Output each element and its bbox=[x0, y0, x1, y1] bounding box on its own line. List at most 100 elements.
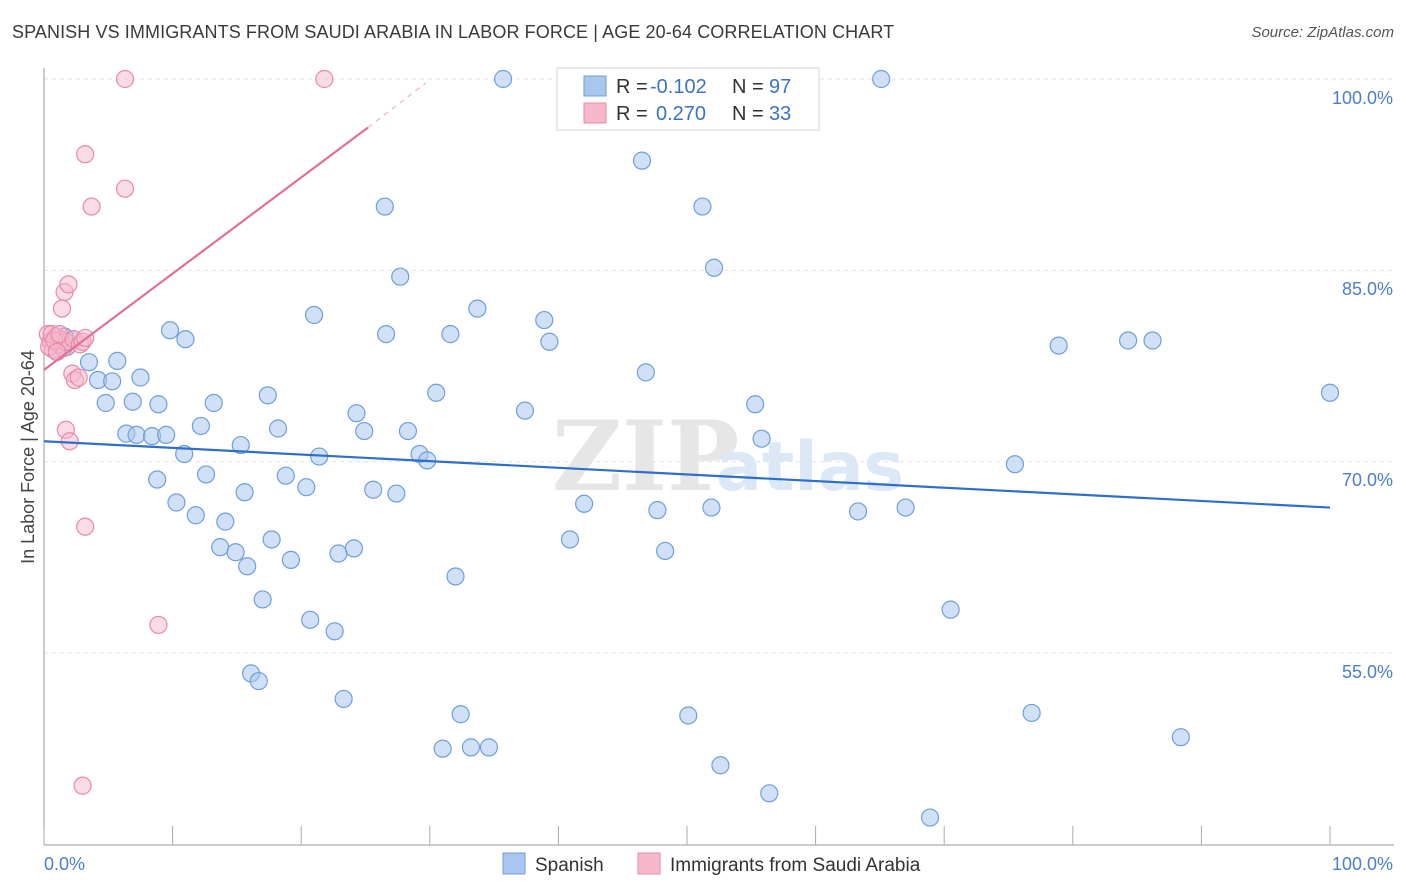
spanish-point-61 bbox=[468, 299, 487, 318]
spanish-point-70 bbox=[575, 494, 594, 513]
spanish-point-47 bbox=[347, 404, 366, 423]
spanish-point-6 bbox=[108, 351, 127, 370]
spanish-point-16 bbox=[160, 321, 180, 340]
saudi-point-29 bbox=[315, 69, 334, 89]
spanish-point-72 bbox=[632, 151, 652, 170]
spanish-point-9 bbox=[123, 392, 142, 411]
legend-r-label-spanish: R = bbox=[616, 76, 648, 98]
spanish-point-79 bbox=[704, 258, 724, 277]
spanish-point-21 bbox=[191, 416, 210, 436]
spanish-point-46 bbox=[344, 539, 364, 558]
legend-n-label-spanish: N = bbox=[732, 76, 764, 98]
spanish-point-75 bbox=[656, 541, 675, 561]
spanish-point-64 bbox=[494, 69, 513, 89]
legend-r-value-spanish: -0.102 bbox=[650, 76, 707, 98]
saudi-point-19 bbox=[59, 275, 78, 294]
spanish-point-94 bbox=[1171, 728, 1190, 747]
correlation-legend: R = -0.102 N = 97 R = 0.270 N = 33 bbox=[556, 67, 820, 131]
spanish-point-84 bbox=[848, 502, 868, 521]
y-tick-label-70: 70.0% bbox=[1342, 470, 1393, 490]
spanish-point-37 bbox=[297, 478, 316, 497]
spanish-point-89 bbox=[1005, 455, 1025, 474]
spanish-point-31 bbox=[258, 386, 277, 405]
spanish-point-57 bbox=[427, 383, 446, 402]
y-tick-label-100: 100.0% bbox=[1332, 88, 1393, 108]
spanish-point-59 bbox=[446, 567, 465, 586]
spanish-point-90 bbox=[1022, 703, 1041, 723]
legend-n-value-spanish: 97 bbox=[769, 76, 791, 98]
source-credit: Source: ZipAtlas.com bbox=[1251, 24, 1394, 41]
spanish-point-91 bbox=[1049, 336, 1068, 355]
spanish-point-43 bbox=[334, 689, 353, 709]
spanish-point-88 bbox=[941, 600, 960, 619]
spanish-point-34 bbox=[276, 466, 295, 485]
series-legend: Spanish Immigrants from Saudi Arabia bbox=[502, 852, 921, 876]
spanish-point-85 bbox=[872, 69, 891, 89]
spanish-point-74 bbox=[648, 501, 667, 520]
spanish-point-35 bbox=[281, 550, 301, 569]
spanish-point-26 bbox=[211, 538, 230, 557]
bottom-legend-swatch-saudi bbox=[637, 852, 661, 875]
spanish-point-41 bbox=[325, 622, 344, 641]
spanish-point-4 bbox=[79, 353, 99, 372]
spanish-point-51 bbox=[375, 197, 394, 216]
legend-swatch-saudi bbox=[583, 102, 607, 124]
saudi-point-22 bbox=[69, 368, 88, 387]
spanish-point-39 bbox=[304, 305, 324, 325]
saudi-point-11 bbox=[47, 342, 66, 362]
spanish-point-30 bbox=[238, 557, 257, 576]
spanish-point-48 bbox=[355, 421, 374, 441]
y-tick-label-55: 55.0% bbox=[1342, 662, 1393, 682]
spanish-point-65 bbox=[433, 739, 452, 758]
legend-r-label-saudi: R = bbox=[616, 103, 648, 125]
spanish-point-63 bbox=[479, 738, 499, 757]
spanish-point-66 bbox=[515, 401, 535, 420]
spanish-point-25 bbox=[216, 512, 235, 531]
spanish-point-27 bbox=[231, 435, 250, 455]
saudi-point-25 bbox=[76, 145, 95, 164]
spanish-point-19 bbox=[167, 493, 186, 512]
saudi-point-28 bbox=[115, 179, 135, 198]
spanish-point-78 bbox=[702, 498, 721, 517]
spanish-point-86 bbox=[896, 498, 915, 517]
spanish-point-67 bbox=[535, 310, 554, 330]
spanish-point-52 bbox=[391, 267, 410, 286]
spanish-point-8 bbox=[103, 372, 122, 391]
bottom-legend-label-spanish: Spanish bbox=[535, 855, 604, 876]
spanish-point-28 bbox=[235, 483, 254, 502]
spanish-point-69 bbox=[560, 530, 580, 549]
saudi-point-27 bbox=[115, 69, 135, 89]
spanish-point-29 bbox=[226, 543, 245, 562]
spanish-point-93 bbox=[1143, 331, 1162, 350]
spanish-point-60 bbox=[451, 705, 470, 724]
spanish-point-45 bbox=[249, 671, 268, 691]
spanish-point-87 bbox=[920, 808, 940, 827]
saudi-point-32 bbox=[73, 776, 92, 795]
spanish-point-22 bbox=[204, 393, 223, 413]
trend-lines bbox=[43, 82, 1331, 509]
spanish-point-54 bbox=[398, 421, 418, 441]
x-tick-label-0: 0.0% bbox=[44, 854, 85, 874]
spanish-point-17 bbox=[176, 330, 195, 349]
spanish-point-95 bbox=[1320, 383, 1340, 402]
chart-title: SPANISH VS IMMIGRANTS FROM SAUDI ARABIA … bbox=[12, 22, 895, 42]
spanish-point-13 bbox=[127, 425, 146, 444]
spanish-point-10 bbox=[131, 368, 150, 387]
spanish-point-82 bbox=[752, 429, 771, 448]
spanish-point-23 bbox=[196, 465, 216, 484]
x-axis-ticks bbox=[43, 826, 1331, 845]
spanish-point-7 bbox=[96, 393, 115, 413]
spanish-point-83 bbox=[760, 784, 779, 803]
spanish-point-76 bbox=[679, 706, 698, 725]
y-axis-title: In Labor Force | Age 20-64 bbox=[18, 350, 38, 564]
spanish-point-33 bbox=[262, 530, 281, 549]
spanish-point-81 bbox=[746, 395, 765, 414]
spanish-point-11 bbox=[149, 395, 168, 414]
x-tick-label-100: 100.0% bbox=[1332, 854, 1393, 874]
y-tick-label-85: 85.0% bbox=[1342, 279, 1393, 299]
saudi-point-17 bbox=[52, 299, 72, 318]
saudi-trend-extension bbox=[367, 82, 427, 128]
spanish-point-40 bbox=[301, 610, 320, 629]
spanish-point-42 bbox=[329, 544, 348, 563]
